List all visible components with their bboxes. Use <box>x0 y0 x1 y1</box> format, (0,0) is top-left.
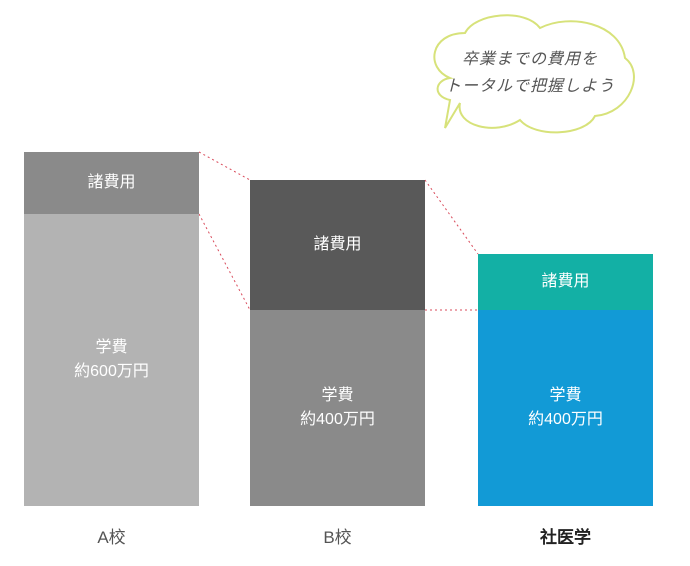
segment-label-line: 学費 <box>321 384 353 408</box>
bar-C-segment-misc: 諸費用 <box>478 254 653 310</box>
bar-A-segment-misc: 諸費用 <box>24 152 199 214</box>
segment-label-line: 学費 <box>549 384 581 408</box>
connector-line <box>199 214 250 310</box>
segment-label-line: 約400万円 <box>528 408 603 432</box>
bar-A-segment-tuition: 学費約600万円 <box>24 214 199 506</box>
category-label-A: A校 <box>24 523 199 548</box>
segment-label-line: 約600万円 <box>74 360 149 384</box>
bar-A: 諸費用学費約600万円 <box>24 152 199 506</box>
bar-B: 諸費用学費約400万円 <box>250 180 425 506</box>
speech-bubble-text: 卒業までの費用を トータルで把握しよう <box>420 46 640 100</box>
segment-label-line: 諸費用 <box>313 233 361 257</box>
segment-label-line: 諸費用 <box>87 171 135 195</box>
segment-label-line: 約400万円 <box>300 408 375 432</box>
speech-bubble: 卒業までの費用を トータルで把握しよう <box>420 8 640 158</box>
bar-B-segment-tuition: 学費約400万円 <box>250 310 425 506</box>
connector-line <box>199 152 250 180</box>
bar-C-segment-tuition: 学費約400万円 <box>478 310 653 506</box>
bar-C: 諸費用学費約400万円 <box>478 254 653 506</box>
segment-label-line: 学費 <box>95 336 127 360</box>
category-label-B: B校 <box>250 523 425 548</box>
connector-line <box>425 180 478 254</box>
bar-B-segment-misc: 諸費用 <box>250 180 425 310</box>
bubble-line2: トータルで把握しよう <box>445 78 615 95</box>
segment-label-line: 諸費用 <box>541 270 589 294</box>
bubble-line1: 卒業までの費用を <box>462 51 598 68</box>
category-label-C: 社医学 <box>478 523 653 548</box>
